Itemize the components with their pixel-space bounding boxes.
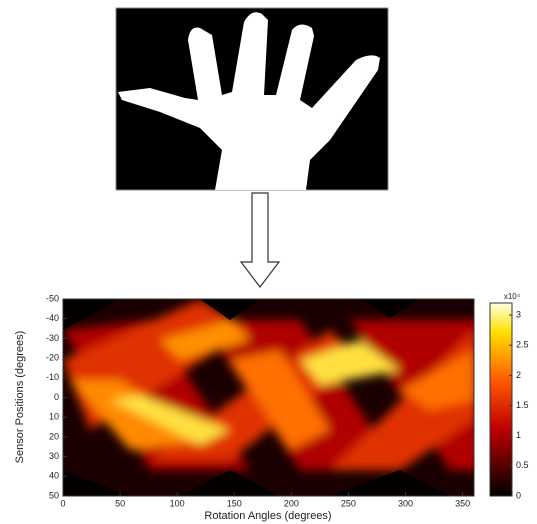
y-tick-label: -50: [46, 293, 59, 303]
arrow: [241, 193, 279, 287]
y-tick-label: -10: [46, 372, 59, 382]
x-tick-label: 200: [284, 498, 299, 508]
y-tick-label: -20: [46, 352, 59, 362]
y-tick-label: 50: [49, 490, 59, 500]
colorbar-tick-label: 1: [516, 430, 521, 440]
x-axis-label: Rotation Angles (degrees): [204, 510, 331, 522]
y-tick-label: -30: [46, 333, 59, 343]
heatmap: [63, 299, 480, 496]
figure: Rotation Angles (degrees) Sensor Positio…: [0, 0, 537, 524]
colorbar-tick-label: 1.5: [516, 400, 529, 410]
colorbar: [490, 303, 512, 496]
x-tick-label: 150: [227, 498, 242, 508]
y-tick-label: -40: [46, 313, 59, 323]
y-tick-label: 0: [54, 392, 59, 402]
y-tick-label: 20: [49, 431, 59, 441]
colorbar-exponent: x10⁴: [504, 292, 521, 301]
x-tick-label: 50: [115, 498, 125, 508]
colorbar-tick-label: 0: [516, 490, 521, 500]
colorbar-tick-label: 3: [516, 309, 521, 319]
colorbar-tick-label: 2: [516, 370, 521, 380]
x-tick-label: 300: [398, 498, 413, 508]
x-tick-label: 350: [455, 498, 470, 508]
x-tick-label: 250: [341, 498, 356, 508]
colorbar-tick-label: 2.5: [516, 340, 529, 350]
y-axis-label: Sensor Positions (degrees): [14, 331, 26, 464]
colorbar-tick-label: 0.5: [516, 460, 529, 470]
y-tick-label: 30: [49, 451, 59, 461]
y-tick-label: 10: [49, 412, 59, 422]
hand-image: [116, 8, 388, 190]
y-tick-label: 40: [49, 471, 59, 481]
x-tick-label: 100: [170, 498, 185, 508]
x-tick-label: 0: [60, 498, 65, 508]
